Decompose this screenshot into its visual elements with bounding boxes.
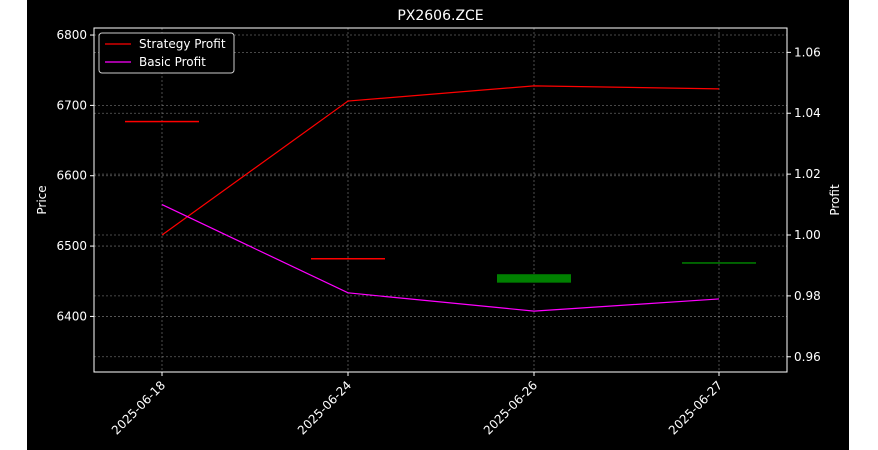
plot-frame bbox=[93, 27, 788, 373]
left-tick-label: 6600 bbox=[56, 169, 87, 183]
legend-label-1: Basic Profit bbox=[139, 55, 206, 69]
right-tick-label: 1.00 bbox=[794, 228, 821, 242]
left-tick-label: 6500 bbox=[56, 239, 87, 253]
x-tick-label: 2025-06-18 bbox=[109, 378, 168, 437]
legend-label-0: Strategy Profit bbox=[139, 37, 226, 51]
chart-figure: 6400 6500 6600 6700 6800 0.96 0.98 1.00 1.02 1.0… bbox=[27, 0, 849, 450]
right-tick-label: 0.98 bbox=[794, 289, 821, 303]
candle-2025-06-18 bbox=[125, 120, 199, 123]
candle-2025-06-26 bbox=[497, 274, 571, 283]
left-tick-label: 6700 bbox=[56, 98, 87, 112]
right-tick-label: 1.06 bbox=[794, 45, 821, 59]
left-tick-label: 6800 bbox=[56, 28, 87, 42]
right-axis-ticks: 0.96 0.98 1.00 1.02 1.04 1.06 bbox=[787, 45, 821, 364]
series-line-1 bbox=[161, 204, 720, 312]
right-tick-label: 0.96 bbox=[794, 350, 821, 364]
right-axis-label: Profit bbox=[828, 184, 842, 216]
right-tick-label: 1.04 bbox=[794, 106, 821, 120]
x-axis-ticks: 2025-06-18 2025-06-24 2025-06-26 2025-06-27 bbox=[109, 372, 725, 437]
x-tick-label: 2025-06-24 bbox=[295, 378, 354, 437]
candle-2025-06-27 bbox=[682, 262, 756, 264]
candle-layer bbox=[125, 120, 756, 283]
chart-title: PX2606.ZCE bbox=[397, 8, 483, 24]
series-line-0 bbox=[161, 85, 720, 236]
series-layer bbox=[161, 85, 720, 312]
left-axis-label: Price bbox=[35, 185, 49, 214]
legend: Strategy Profit Basic Profit bbox=[98, 32, 235, 74]
x-tick-label: 2025-06-26 bbox=[481, 378, 540, 437]
left-axis-ticks: 6400 6500 6600 6700 6800 bbox=[56, 28, 94, 323]
chart-svg: 6400 6500 6600 6700 6800 0.96 0.98 1.00 1.02 1.0… bbox=[35, 8, 842, 437]
left-tick-label: 6400 bbox=[56, 309, 87, 323]
grid-layer bbox=[94, 28, 787, 372]
candle-2025-06-24 bbox=[311, 257, 385, 260]
x-tick-label: 2025-06-27 bbox=[666, 378, 725, 437]
legend-box bbox=[98, 32, 235, 74]
right-tick-label: 1.02 bbox=[794, 167, 821, 181]
